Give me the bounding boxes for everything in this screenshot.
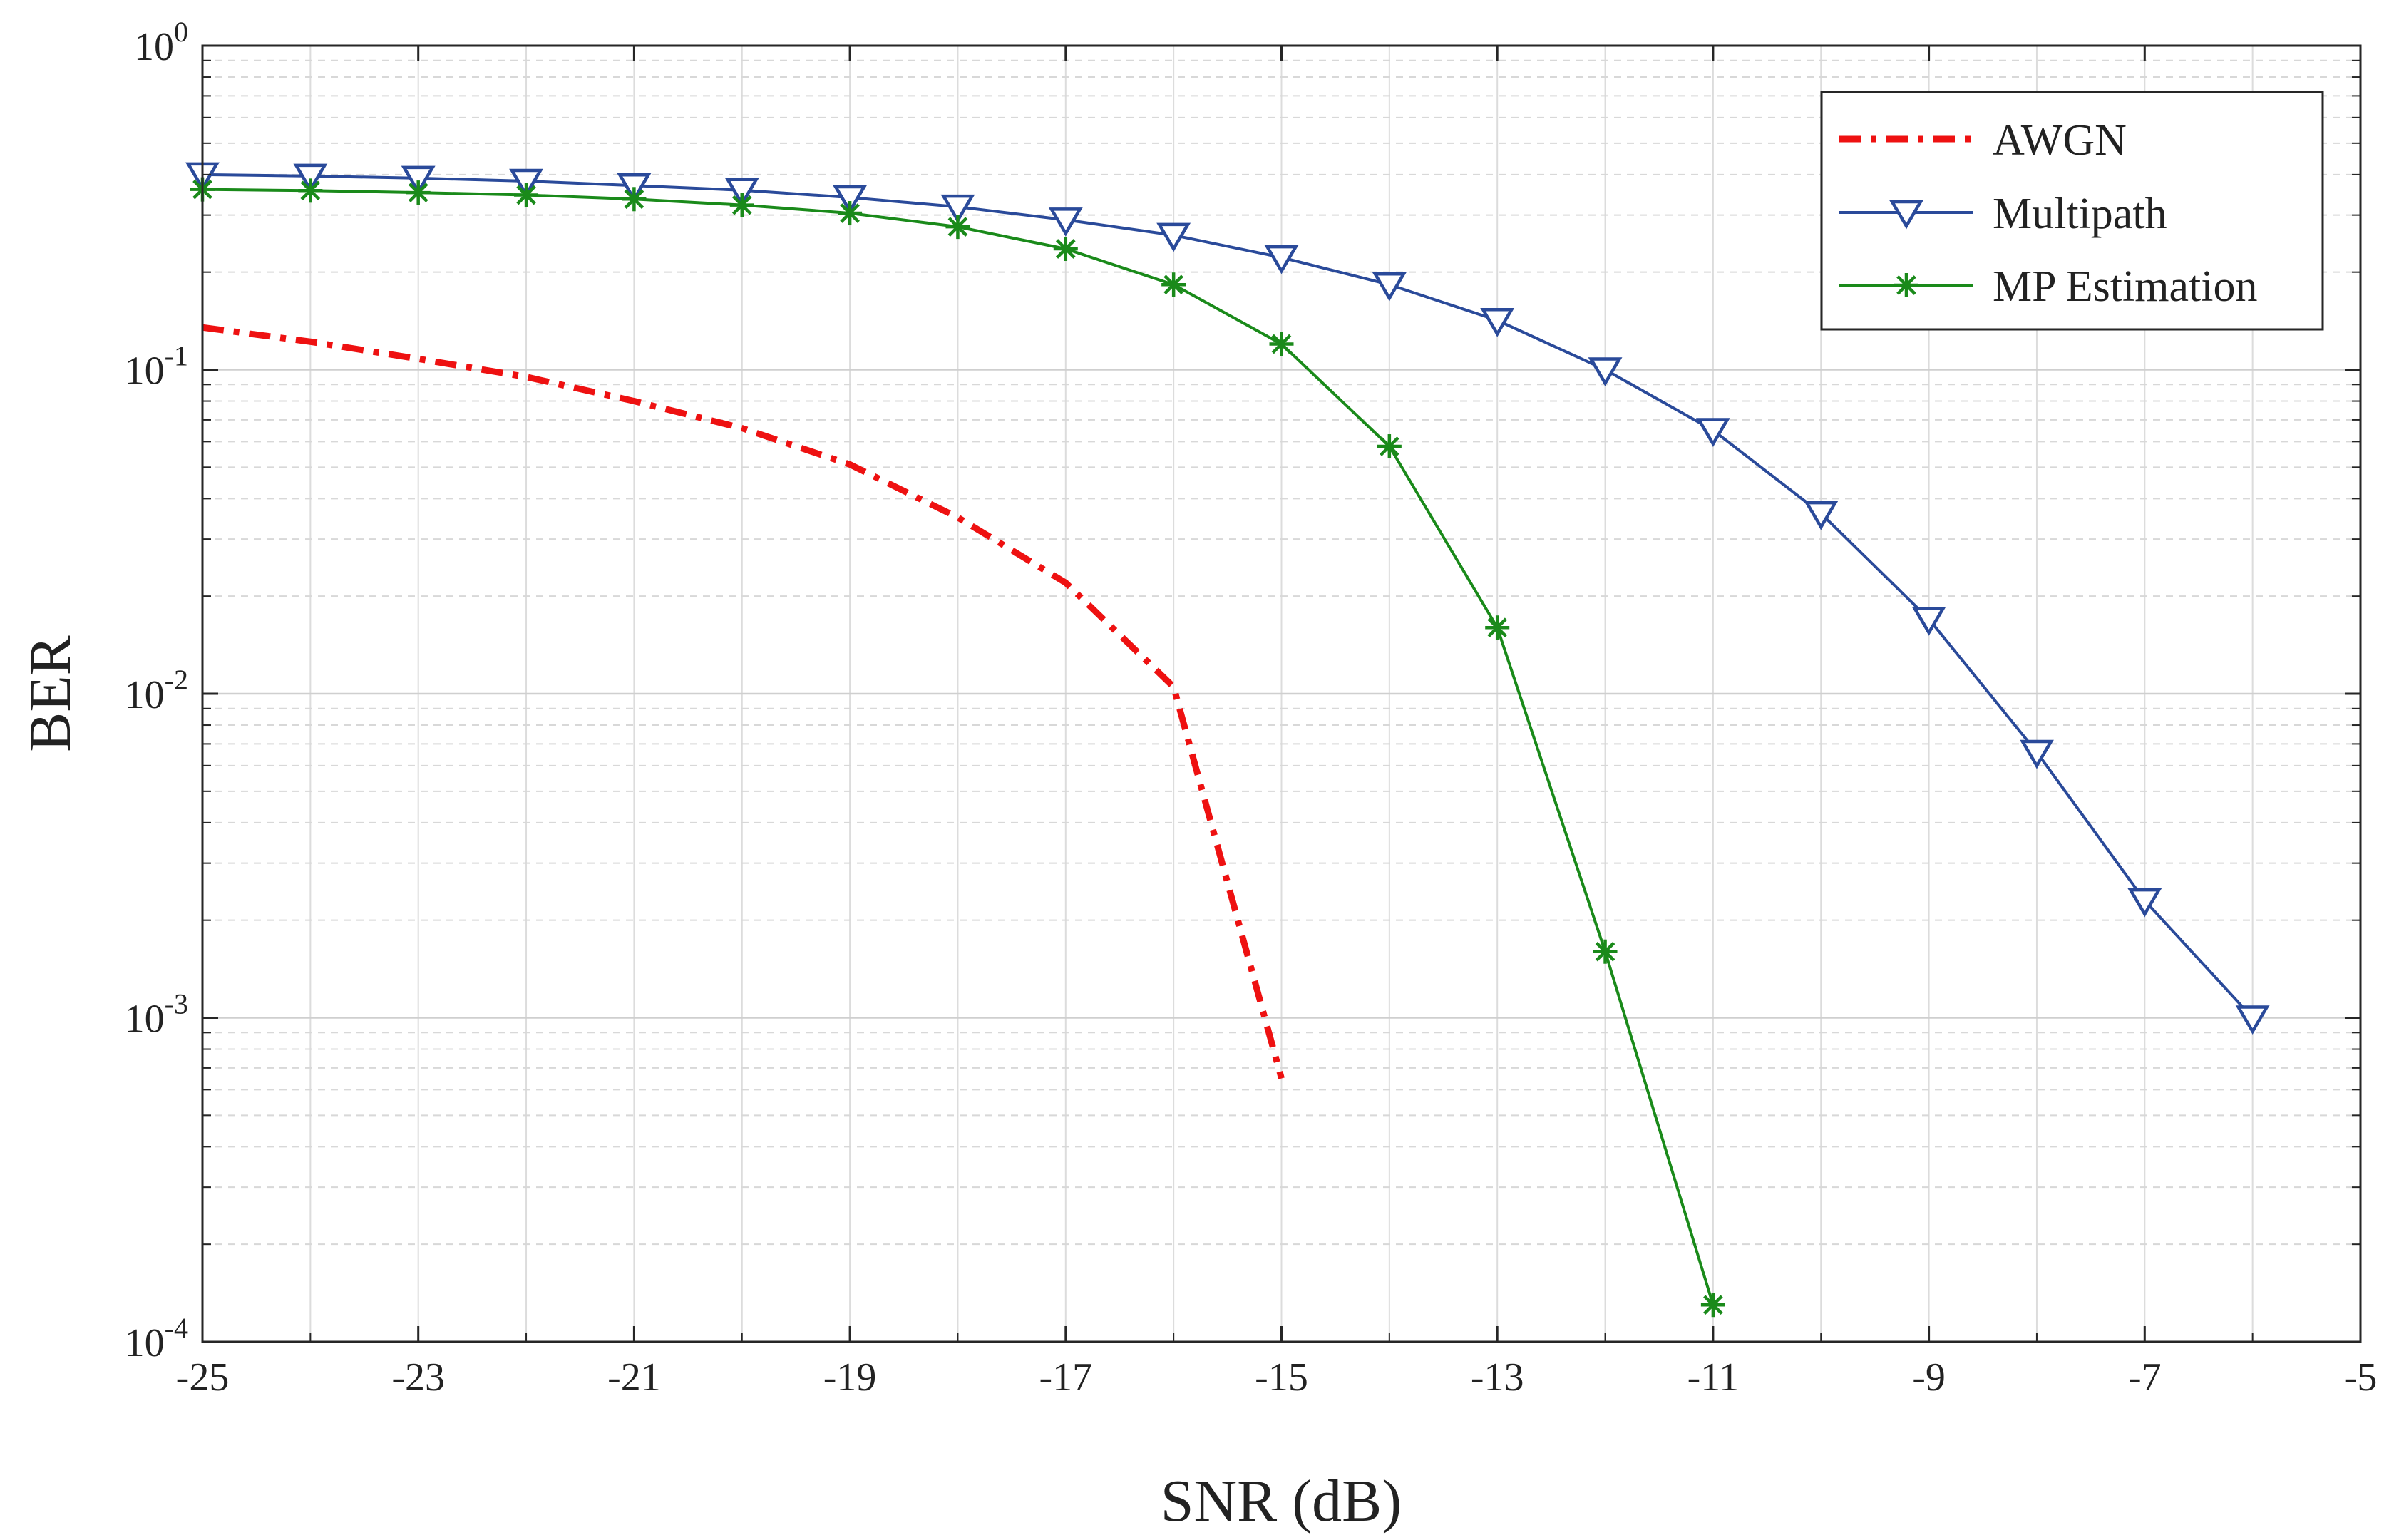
y-tick-exponent: -2 [165,664,188,696]
data-point-triangle [401,165,436,195]
data-point-asterisk [1894,273,1918,297]
y-axis-label: BER [17,635,83,751]
data-point-asterisk [1053,237,1078,262]
y-tick-label: 10-4 [125,1312,188,1365]
data-point-asterisk [1700,1293,1725,1318]
data-point-triangle [2020,739,2054,769]
legend-entries: AWGN Multipath MP Estimation [1839,116,2257,311]
data-point-triangle [2127,888,2162,918]
data-point-triangle [1048,207,1083,237]
data-point-asterisk [622,187,647,212]
y-tick-base: 10 [125,997,165,1042]
data-point-asterisk [1377,434,1402,459]
asterisk-stroke [1163,274,1183,295]
data-point-asterisk [729,192,754,217]
legend-entry-multipath: Multipath [1839,190,2167,238]
y-tick-label: 10-1 [125,340,188,394]
y-tick-exponent: 0 [174,16,188,48]
data-point-triangle [1889,200,1923,230]
data-point-asterisk [945,215,970,240]
data-point-triangle [940,194,975,224]
asterisk-stroke [1703,1295,1723,1315]
data-point-triangle [509,168,543,198]
data-point-triangle [1695,418,1730,447]
y-tick-label: 100 [134,16,188,69]
x-axis-label: SNR (dB) [1161,1468,1402,1534]
y-tick-base: 10 [125,1321,165,1365]
data-point-triangle [293,163,328,193]
data-point-triangle [1804,500,1839,530]
legend-label-multipath: Multipath [1993,190,2167,238]
series-line-awgn [202,324,1285,1079]
series-layer [185,162,2270,1318]
y-tick-base: 10 [134,25,174,69]
legend: AWGN Multipath MP Estimation [1820,91,2324,331]
legend-label-mp-estimation: MP Estimation [1993,262,2257,311]
data-point-triangle [1372,272,1407,302]
data-point-asterisk [1593,939,1618,964]
asterisk-stroke [1896,275,1916,295]
data-point-triangle [1480,308,1515,337]
asterisk-stroke [731,195,752,215]
data-point-asterisk [838,201,863,226]
asterisk-stroke [300,180,321,201]
series-line-multipath [202,173,2254,1019]
asterisk-stroke [1487,617,1508,638]
series-mp-estimation [190,177,1725,1318]
legend-label-awgn: AWGN [1993,116,2127,165]
y-tick-exponent: -4 [165,1312,188,1344]
data-point-triangle [1911,607,1946,636]
x-tick-label: -15 [1255,1355,1308,1400]
legend-entry-mp-estimation: MP Estimation [1839,262,2257,311]
data-point-asterisk [514,183,539,207]
data-point-asterisk [298,178,323,203]
asterisk-stroke [408,183,428,202]
asterisk-stroke [1595,941,1615,962]
asterisk-stroke [1055,239,1076,259]
legend-entry-awgn: AWGN [1839,116,2127,165]
x-tick-label: -5 [2344,1355,2378,1400]
data-point-triangle [1264,245,1299,274]
y-tick-base: 10 [125,349,165,394]
tick-layer: -25 -23 -21 -19 -17 -15 -13 -11 -9 -7 -510010-110-… [125,16,2378,1400]
data-point-asterisk [406,180,431,205]
asterisk-stroke [1380,436,1399,456]
y-tick-label: 10-3 [125,988,188,1042]
x-tick-label: -17 [1039,1355,1092,1400]
x-tick-label: -25 [176,1355,230,1400]
asterisk-stroke [947,217,968,237]
y-tick-label: 10-2 [125,664,188,717]
x-tick-label: -7 [2128,1355,2162,1400]
data-point-asterisk [1269,332,1294,356]
series-multipath [185,162,2270,1035]
data-point-asterisk [1485,615,1510,640]
asterisk-stroke [1271,334,1292,354]
y-tick-base: 10 [125,673,165,717]
x-tick-label: -19 [823,1355,877,1400]
asterisk-stroke [516,185,536,205]
asterisk-stroke [840,203,860,223]
data-point-triangle [2235,1005,2270,1035]
data-point-triangle [833,185,868,215]
data-point-asterisk [1161,272,1186,297]
asterisk-stroke [624,189,644,210]
y-tick-exponent: -1 [165,340,188,372]
data-point-triangle [724,178,759,207]
y-tick-exponent: -3 [165,988,188,1020]
x-tick-label: -13 [1471,1355,1524,1400]
x-tick-label: -23 [391,1355,445,1400]
x-tick-label: -9 [1912,1355,1946,1400]
x-tick-label: -21 [607,1355,661,1400]
data-point-triangle [1588,357,1623,386]
data-point-triangle [1156,222,1191,252]
data-point-triangle [617,173,652,202]
series-awgn [202,324,1285,1079]
x-tick-label: -11 [1687,1355,1740,1400]
